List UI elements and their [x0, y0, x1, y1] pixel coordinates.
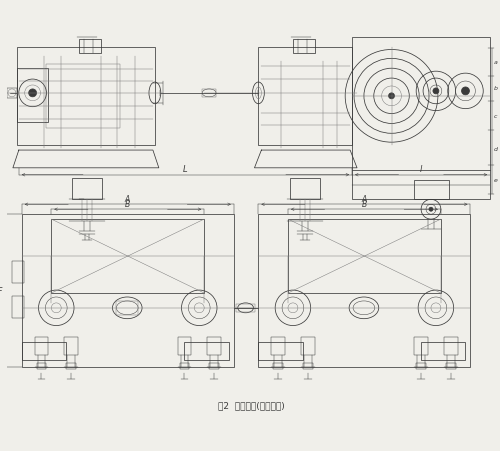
Bar: [72, 178, 102, 200]
Bar: [446, 363, 456, 369]
Bar: [12, 262, 24, 284]
Bar: [273, 363, 283, 369]
Bar: [36, 363, 46, 369]
Text: a: a: [494, 60, 498, 64]
Text: A: A: [124, 195, 130, 204]
Bar: [64, 338, 78, 355]
Bar: [421, 343, 466, 360]
Bar: [116, 301, 138, 315]
Bar: [209, 363, 219, 369]
Bar: [414, 338, 428, 355]
Text: A: A: [362, 195, 366, 204]
Bar: [303, 363, 312, 369]
Bar: [22, 215, 234, 367]
Circle shape: [388, 94, 394, 100]
Bar: [202, 90, 216, 97]
Circle shape: [462, 88, 469, 96]
Bar: [7, 89, 17, 99]
Text: l: l: [420, 164, 422, 173]
Circle shape: [28, 90, 36, 97]
Bar: [444, 338, 458, 355]
Text: c: c: [494, 114, 498, 119]
Text: F: F: [0, 286, 2, 295]
Bar: [178, 338, 192, 355]
Bar: [79, 40, 100, 54]
Bar: [66, 363, 76, 369]
Text: e: e: [494, 178, 498, 183]
Text: 图2  双吊点型(集中驱动): 图2 双吊点型(集中驱动): [218, 400, 285, 409]
Bar: [17, 69, 48, 123]
Bar: [288, 220, 441, 294]
Bar: [180, 363, 190, 369]
Text: b: b: [494, 86, 498, 91]
Text: B: B: [124, 200, 130, 209]
Text: d: d: [494, 146, 498, 151]
Text: L: L: [183, 164, 188, 173]
Bar: [258, 343, 303, 360]
Bar: [207, 338, 221, 355]
Bar: [17, 47, 155, 146]
Text: B: B: [362, 200, 366, 209]
Bar: [416, 363, 426, 369]
Bar: [12, 296, 24, 318]
Bar: [258, 215, 470, 367]
Circle shape: [433, 89, 439, 95]
Bar: [352, 37, 490, 200]
Bar: [271, 338, 285, 355]
Bar: [184, 343, 229, 360]
Bar: [236, 304, 256, 312]
Bar: [46, 65, 120, 129]
Bar: [301, 338, 314, 355]
Bar: [293, 40, 314, 54]
Bar: [22, 343, 66, 360]
Bar: [34, 338, 48, 355]
Bar: [52, 220, 204, 294]
Bar: [258, 47, 352, 146]
Bar: [414, 180, 448, 200]
Bar: [290, 178, 320, 200]
Circle shape: [429, 208, 433, 212]
